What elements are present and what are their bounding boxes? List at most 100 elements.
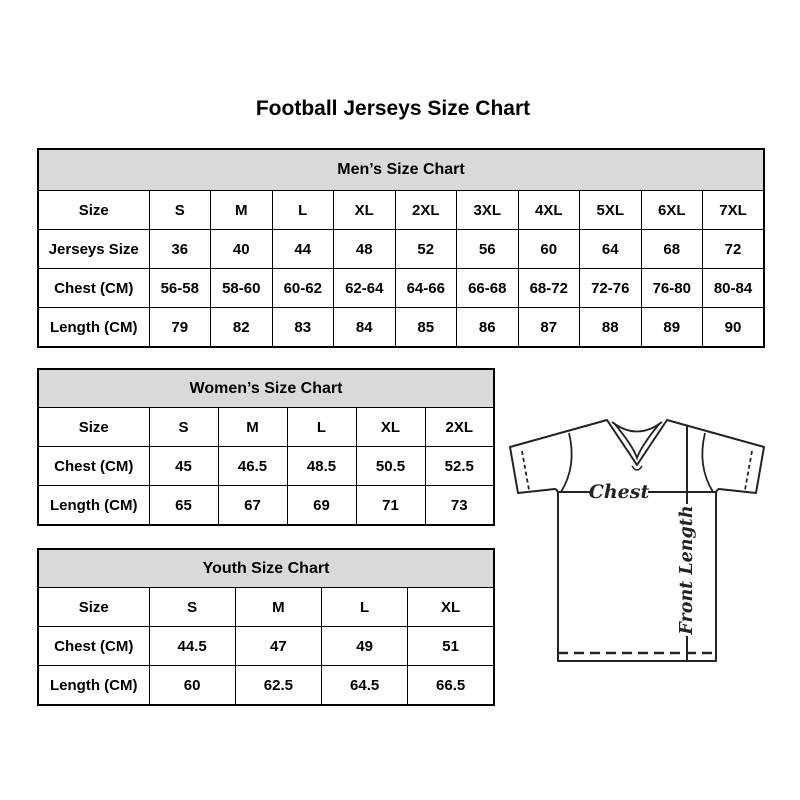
value-cell: S	[148, 587, 236, 627]
value-cell: 76-80	[640, 268, 703, 308]
mens-size-table: Men’s Size Chart Size S M L XL 2XL 3XL 4XL 5XL 6XL…	[37, 148, 765, 348]
value-cell: 79	[148, 307, 211, 348]
table-title-row: Youth Size Chart	[37, 548, 495, 588]
value-cell: L	[320, 587, 409, 627]
table-row: Chest (CM) 45 46.5 48.5 50.5 52.5	[37, 446, 495, 486]
table-row: Size S M L XL 2XL 3XL 4XL 5XL 6XL 7XL	[37, 190, 765, 230]
jersey-outline	[509, 419, 765, 662]
value-cell: 60-62	[271, 268, 334, 308]
value-cell: 71	[355, 485, 426, 526]
value-cell: 62.5	[234, 665, 323, 706]
value-cell: S	[148, 407, 219, 447]
table-title: Youth Size Chart	[37, 548, 495, 588]
value-cell: 72-76	[579, 268, 642, 308]
youth-size-table: Youth Size Chart Size S M L XL Chest (CM) 44.5 4…	[37, 548, 495, 706]
value-cell: 52.5	[424, 446, 495, 486]
left-sleeve-seam	[560, 432, 573, 493]
table-row: Length (CM) 60 62.5 64.5 66.5	[37, 665, 495, 706]
value-cell: 2XL	[394, 190, 457, 230]
value-cell: 5XL	[579, 190, 642, 230]
value-cell: 3XL	[456, 190, 519, 230]
value-cell: 48	[333, 229, 396, 269]
row-label-cell: Size	[37, 407, 150, 447]
value-cell: 6XL	[640, 190, 703, 230]
value-cell: 83	[271, 307, 334, 348]
value-cell: 48.5	[286, 446, 357, 486]
value-cell: 66-68	[456, 268, 519, 308]
value-cell: 45	[148, 446, 219, 486]
table-row: Length (CM) 65 67 69 71 73	[37, 485, 495, 526]
row-label-cell: Chest (CM)	[37, 268, 150, 308]
table-title: Men’s Size Chart	[37, 148, 765, 191]
table-row: Size S M L XL 2XL	[37, 407, 495, 447]
value-cell: L	[271, 190, 334, 230]
row-label-cell: Length (CM)	[37, 665, 150, 706]
front-length-label: Front Length	[677, 505, 697, 635]
value-cell: 67	[217, 485, 288, 526]
value-cell: 89	[640, 307, 703, 348]
value-cell: 49	[320, 626, 409, 666]
value-cell: 2XL	[424, 407, 495, 447]
value-cell: S	[148, 190, 211, 230]
value-cell: 64	[579, 229, 642, 269]
value-cell: 36	[148, 229, 211, 269]
womens-size-table: Women’s Size Chart Size S M L XL 2XL Chest (CM)…	[37, 368, 495, 526]
value-cell: 4XL	[517, 190, 580, 230]
value-cell: 68	[640, 229, 703, 269]
value-cell: 84	[333, 307, 396, 348]
row-label-cell: Size	[37, 190, 150, 230]
row-label-cell: Size	[37, 587, 150, 627]
value-cell: 90	[702, 307, 765, 348]
value-cell: 87	[517, 307, 580, 348]
value-cell: 64.5	[320, 665, 409, 706]
value-cell: 65	[148, 485, 219, 526]
value-cell: M	[234, 587, 323, 627]
value-cell: 73	[424, 485, 495, 526]
collar-inner-v	[613, 422, 661, 461]
table-row: Length (CM) 79 82 83 84 85 86 87 88 89 90	[37, 307, 765, 348]
table-title: Women’s Size Chart	[37, 368, 495, 408]
table-row: Size S M L XL	[37, 587, 495, 627]
value-cell: XL	[333, 190, 396, 230]
row-label-cell: Chest (CM)	[37, 446, 150, 486]
value-cell: 68-72	[517, 268, 580, 308]
value-cell: 82	[210, 307, 273, 348]
value-cell: L	[286, 407, 357, 447]
value-cell: 51	[407, 626, 495, 666]
value-cell: 72	[702, 229, 765, 269]
row-label-cell: Length (CM)	[37, 485, 150, 526]
value-cell: M	[217, 407, 288, 447]
value-cell: 85	[394, 307, 457, 348]
collar-notch	[631, 465, 643, 471]
row-label-cell: Chest (CM)	[37, 626, 150, 666]
table-row: Chest (CM) 44.5 47 49 51	[37, 626, 495, 666]
row-label-cell: Jerseys Size	[37, 229, 150, 269]
value-cell: 46.5	[217, 446, 288, 486]
table-title-row: Men’s Size Chart	[37, 148, 765, 191]
value-cell: XL	[407, 587, 495, 627]
value-cell: 52	[394, 229, 457, 269]
page-title: Football Jerseys Size Chart	[255, 97, 531, 120]
right-sleeve-seam	[701, 432, 714, 493]
value-cell: 50.5	[355, 446, 426, 486]
chest-label: Chest	[589, 481, 650, 503]
value-cell: 80-84	[702, 268, 765, 308]
value-cell: 69	[286, 485, 357, 526]
value-cell: 86	[456, 307, 519, 348]
jersey-measurement-diagram: Chest Front Length	[509, 419, 765, 662]
value-cell: 47	[234, 626, 323, 666]
table-row: Chest (CM) 56-58 58-60 60-62 62-64 64-66 66-68…	[37, 268, 765, 308]
value-cell: 44	[271, 229, 334, 269]
value-cell: 40	[210, 229, 273, 269]
value-cell: 56	[456, 229, 519, 269]
value-cell: M	[210, 190, 273, 230]
table-title-row: Women’s Size Chart	[37, 368, 495, 408]
value-cell: 60	[148, 665, 236, 706]
value-cell: XL	[355, 407, 426, 447]
value-cell: 60	[517, 229, 580, 269]
value-cell: 56-58	[148, 268, 211, 308]
value-cell: 88	[579, 307, 642, 348]
value-cell: 62-64	[333, 268, 396, 308]
value-cell: 7XL	[702, 190, 765, 230]
row-label-cell: Length (CM)	[37, 307, 150, 348]
